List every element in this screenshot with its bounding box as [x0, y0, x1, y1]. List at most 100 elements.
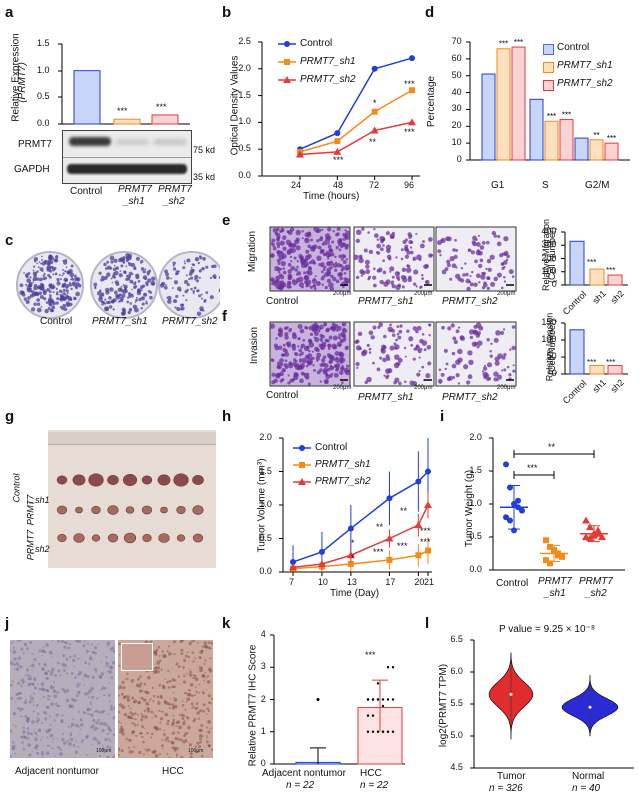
- colony: [105, 276, 108, 279]
- tissue-dot: [172, 640, 176, 644]
- colony: [106, 272, 111, 277]
- tissue-dot: [41, 668, 43, 670]
- cell: [277, 236, 281, 239]
- tissue-dot: [203, 679, 206, 682]
- cell: [365, 269, 371, 275]
- tissue-dot: [107, 713, 110, 716]
- cell: [468, 359, 474, 365]
- tissue-dot: [112, 649, 115, 653]
- tissue-dot: [208, 727, 211, 730]
- cell: [481, 286, 486, 290]
- tissue-dot: [189, 670, 192, 674]
- tissue-dot: [12, 641, 15, 643]
- tissue-dot: [35, 744, 39, 748]
- cell: [343, 277, 348, 281]
- k-point: [371, 730, 375, 733]
- cell: [396, 325, 400, 329]
- colony: [140, 267, 145, 271]
- d-star: ***: [547, 112, 556, 121]
- h-legend-sh1: PRMT7_sh1: [315, 459, 371, 470]
- d-bar: [544, 120, 559, 161]
- tissue-dot: [37, 662, 41, 666]
- tissue-dot: [50, 724, 52, 726]
- tissue-dot: [54, 673, 58, 677]
- colony: [98, 297, 103, 302]
- colony: [48, 290, 52, 294]
- tissue-dot: [171, 703, 175, 707]
- tissue-dot: [121, 680, 125, 685]
- tissue-dot: [82, 711, 86, 714]
- tissue-dot: [158, 684, 161, 687]
- colony: [109, 255, 115, 261]
- cell: [428, 323, 431, 327]
- colony: [197, 261, 200, 265]
- tissue-dot: [75, 694, 79, 698]
- colony: [23, 271, 25, 274]
- tissue-dot: [177, 731, 180, 735]
- tissue-dot: [168, 680, 170, 683]
- cell: [428, 253, 433, 258]
- tissue-dot: [99, 754, 102, 757]
- cell: [353, 254, 359, 260]
- tissue-dot: [138, 750, 142, 755]
- tissue-dot: [168, 645, 171, 648]
- a-xlabel-sh2: PRMT7: [158, 184, 192, 195]
- cell: [475, 322, 482, 329]
- colony: [174, 306, 177, 309]
- f-bar-0: [569, 329, 585, 375]
- tissue-dot: [182, 666, 185, 669]
- tissue-dot: [92, 659, 94, 661]
- cell: [395, 284, 401, 291]
- tissue-dot: [74, 723, 79, 728]
- colony: [36, 262, 39, 265]
- tissue-dot: [157, 646, 161, 649]
- cell: [454, 238, 457, 242]
- cell: [441, 269, 447, 275]
- cell: [316, 352, 322, 358]
- j-caption-hcc: HCC: [162, 766, 184, 777]
- colony: [62, 269, 65, 271]
- tissue-dot: [20, 647, 24, 651]
- cell: [381, 344, 386, 350]
- cell: [297, 324, 303, 330]
- h-ytick-4: 2.0: [259, 432, 272, 442]
- colony: [47, 307, 51, 311]
- cell: [404, 355, 407, 358]
- tissue-dot: [151, 717, 153, 719]
- cell: [317, 245, 322, 250]
- tissue-dot: [77, 682, 80, 685]
- tissue-dot: [83, 684, 85, 686]
- micro-image: [353, 321, 435, 387]
- cell: [293, 256, 297, 260]
- cell: [511, 275, 515, 278]
- tissue-dot: [134, 724, 137, 727]
- tissue-dot: [31, 669, 33, 671]
- tissue-dot: [187, 655, 191, 659]
- colony: [32, 269, 35, 272]
- tissue-dot: [154, 669, 158, 673]
- colony: [212, 274, 217, 279]
- colony: [105, 287, 110, 292]
- tissue-dot: [91, 724, 95, 728]
- tissue-dot: [24, 674, 27, 677]
- colony: [218, 288, 220, 293]
- tissue-dot: [91, 695, 95, 699]
- b-point: [408, 118, 416, 126]
- tumor: [192, 505, 204, 515]
- cell: [338, 352, 345, 358]
- cell: [341, 381, 344, 384]
- tissue-dot: [70, 726, 72, 729]
- cell: [282, 343, 286, 347]
- colony: [185, 274, 188, 277]
- prmt7-band-sh2: [153, 139, 187, 145]
- colony: [53, 258, 59, 263]
- tissue-dot: [200, 649, 204, 653]
- colony: [135, 298, 138, 302]
- cell: [296, 271, 302, 276]
- cell: [481, 240, 486, 245]
- cell: [287, 374, 290, 377]
- i-point: [547, 543, 553, 550]
- colony: [38, 261, 41, 263]
- tissue-dot: [182, 739, 186, 744]
- tissue-dot: [199, 709, 203, 713]
